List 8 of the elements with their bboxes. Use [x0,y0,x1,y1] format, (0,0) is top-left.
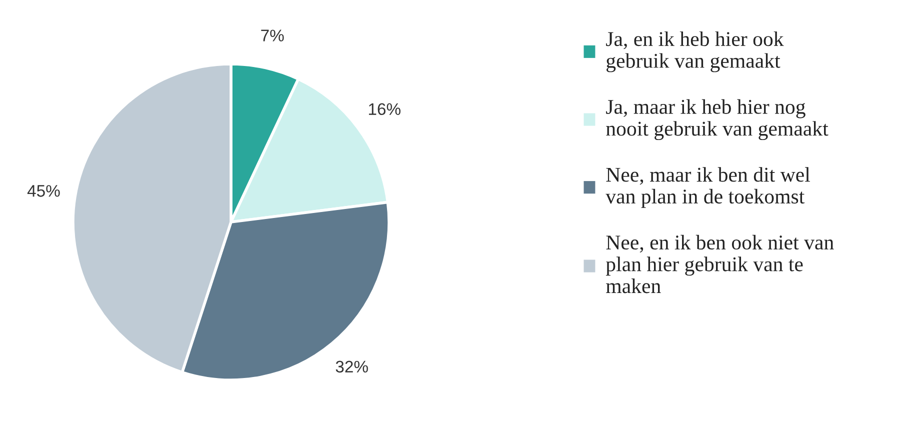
data-label: 45% [27,185,60,197]
data-label: 7% [261,30,284,42]
legend-label: Nee, en ik ben ook niet van plan hier gebruik van te maken [606,234,834,294]
legend-label: Nee, maar ik ben dit wel van plan in de toekomst [606,167,810,208]
legend-label: Ja, en ik heb hier ook gebruik van gemaakt [606,31,784,72]
legend-label: Ja, maar ik heb hier nog nooit gebruik van gemaakt [606,99,828,140]
data-label: 32% [336,360,368,373]
data-label: 16% [368,103,400,116]
